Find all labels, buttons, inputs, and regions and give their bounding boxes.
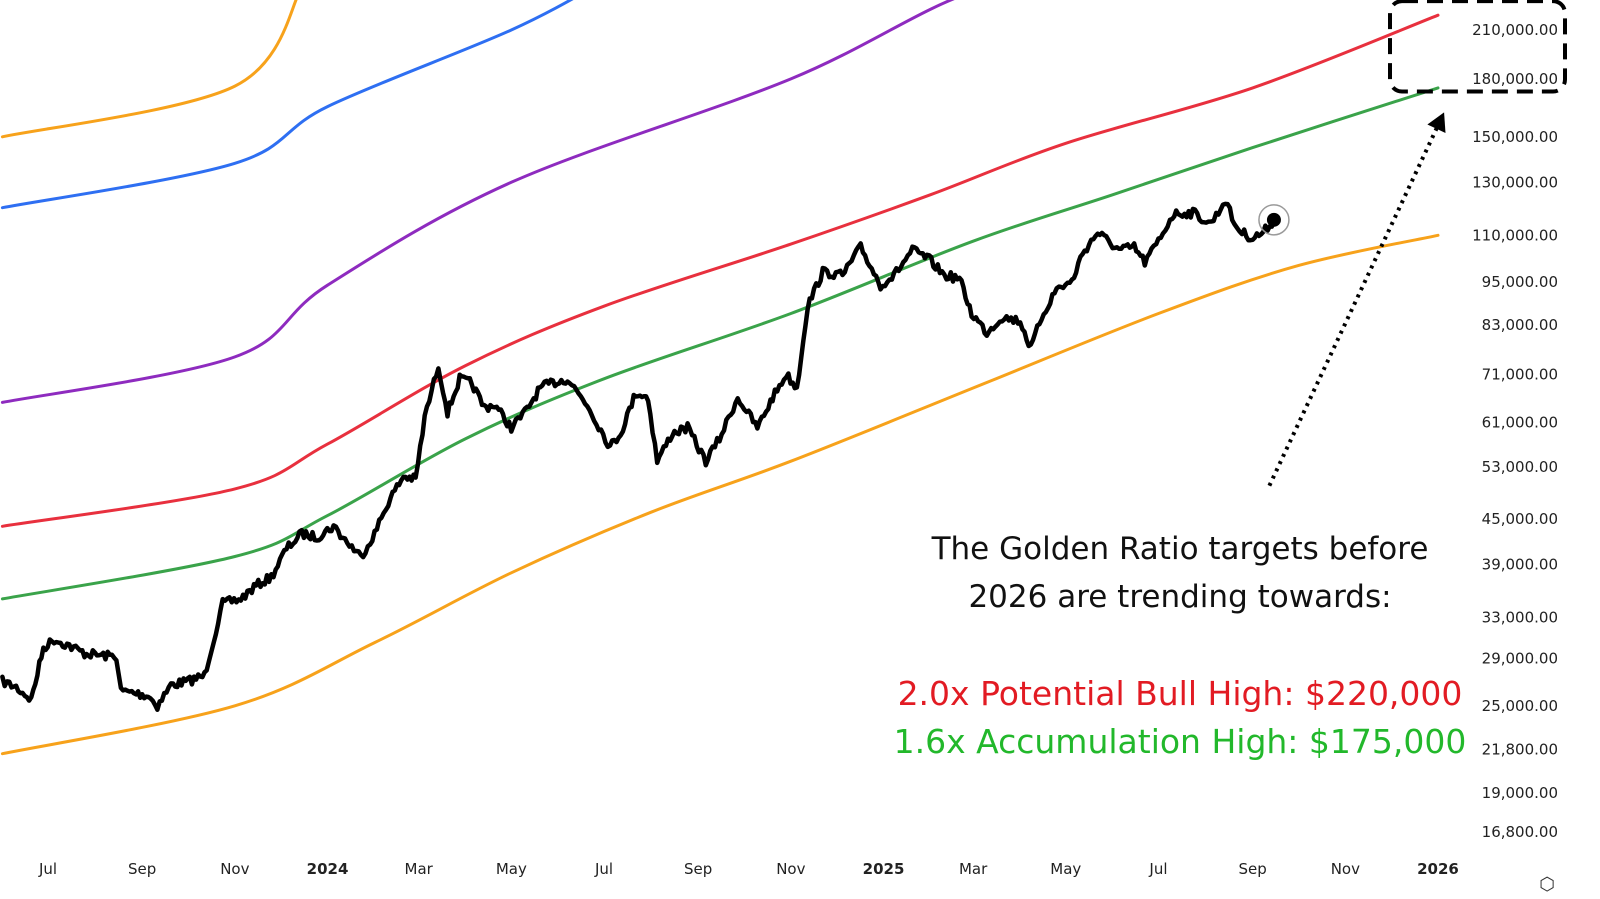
- y-tick-label: 130,000.00: [1472, 173, 1558, 191]
- x-tick-label: Jul: [594, 860, 613, 878]
- x-tick-label: 2025: [863, 860, 905, 878]
- annotation-text: The Golden Ratio targets before 2026 are…: [830, 525, 1530, 621]
- x-tick-label: Jul: [1148, 860, 1167, 878]
- x-tick-label: May: [1050, 860, 1081, 878]
- y-tick-label: 83,000.00: [1482, 316, 1558, 334]
- x-tick-label: May: [496, 860, 527, 878]
- y-tick-label: 25,000.00: [1482, 697, 1558, 715]
- overlay-annotations: [1258, 0, 1567, 487]
- series-green-band-1.6x: [0, 86, 1440, 601]
- arrow-head: [1427, 112, 1446, 133]
- target-box: [1388, 0, 1567, 94]
- y-axis: 210,000.00 180,000.00 150,000.00 130,000.00…: [1472, 21, 1558, 841]
- band-lines: [0, 0, 1440, 756]
- hexagon-gear-icon[interactable]: ⬡: [1539, 874, 1555, 894]
- series-orange-base-band: [0, 233, 1440, 756]
- price-line-group: [0, 201, 1277, 712]
- y-tick-label: 110,000.00: [1472, 226, 1558, 244]
- dotted-arrow-line: [1267, 124, 1440, 487]
- x-tick-label: 2026: [1417, 860, 1459, 878]
- x-tick-label: Nov: [220, 860, 249, 878]
- annotation-line-1: The Golden Ratio targets before: [931, 531, 1429, 567]
- y-tick-label: 45,000.00: [1482, 510, 1558, 528]
- series-blue-band: [0, 0, 574, 210]
- red-target-text: 2.0x Potential Bull High: $220,000: [897, 674, 1463, 713]
- green-target-text: 1.6x Accumulation High: $175,000: [893, 722, 1467, 761]
- x-axis: Jul Sep Nov 2024 Mar May Jul Sep Nov 2025 Mar May Ju…: [38, 860, 1459, 878]
- y-tick-label: 71,000.00: [1482, 365, 1558, 383]
- last-price-ring[interactable]: [1258, 204, 1290, 236]
- y-tick-label: 53,000.00: [1482, 458, 1558, 476]
- x-tick-label: 2024: [307, 860, 349, 878]
- y-tick-label: 150,000.00: [1472, 128, 1558, 146]
- y-tick-label: 16,800.00: [1482, 823, 1558, 841]
- y-tick-label: 19,000.00: [1482, 784, 1558, 802]
- x-tick-label: Jul: [38, 860, 57, 878]
- x-tick-label: Mar: [959, 860, 988, 878]
- x-tick-label: Mar: [405, 860, 434, 878]
- series-purple-band: [0, 0, 955, 404]
- y-tick-label: 180,000.00: [1472, 70, 1558, 88]
- series-red-band-2.0x: [0, 13, 1440, 528]
- x-tick-label: Sep: [128, 860, 156, 878]
- last-price-dot[interactable]: [1266, 212, 1281, 227]
- y-tick-label: 33,000.00: [1482, 609, 1558, 627]
- y-tick-label: 29,000.00: [1482, 650, 1558, 668]
- x-tick-label: Sep: [1239, 860, 1267, 878]
- y-tick-label: 61,000.00: [1482, 414, 1558, 432]
- x-tick-label: Nov: [1331, 860, 1360, 878]
- y-tick-label: 95,000.00: [1482, 273, 1558, 291]
- x-tick-label: Nov: [776, 860, 805, 878]
- y-tick-label: 210,000.00: [1472, 21, 1558, 39]
- y-tick-label: 39,000.00: [1482, 556, 1558, 574]
- series-btc-price: [0, 201, 1277, 712]
- series-orange-top-band: [0, 0, 298, 139]
- y-tick-label: 21,800.00: [1482, 740, 1558, 758]
- annotation-line-2: 2026 are trending towards:: [968, 579, 1392, 615]
- x-tick-label: Sep: [684, 860, 712, 878]
